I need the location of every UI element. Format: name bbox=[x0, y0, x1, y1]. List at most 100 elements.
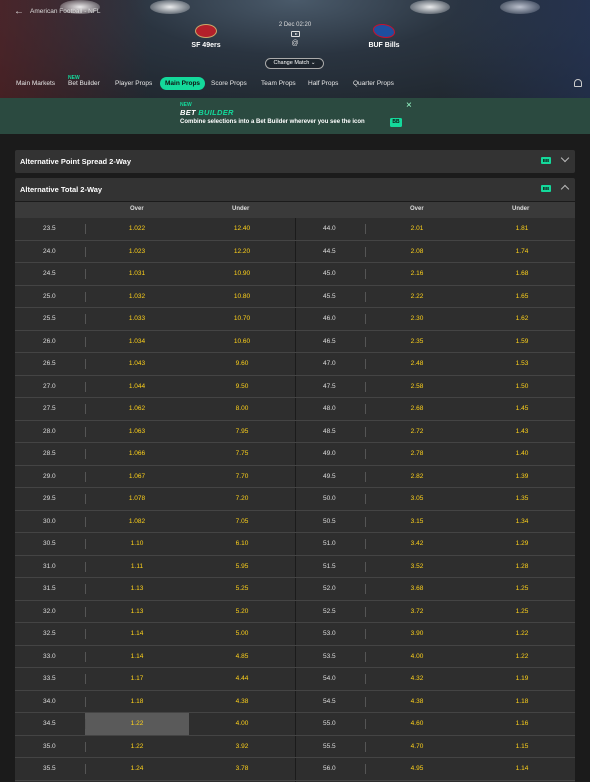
under-odds[interactable]: 1.34 bbox=[515, 517, 529, 525]
over-odds[interactable]: 4.38 bbox=[410, 697, 424, 705]
over-odds[interactable]: 1.066 bbox=[128, 450, 146, 457]
under-odds[interactable]: 5.00 bbox=[235, 630, 249, 637]
under-odds[interactable]: 1.18 bbox=[515, 697, 529, 705]
over-odds[interactable]: 1.034 bbox=[128, 337, 146, 345]
under-odds[interactable]: 1.43 bbox=[515, 427, 529, 435]
under-odds[interactable]: 1.74 bbox=[515, 247, 529, 255]
tab-team-props[interactable]: Team Props bbox=[261, 76, 296, 92]
under-odds[interactable]: 1.25 bbox=[515, 607, 529, 615]
over-odds[interactable]: 2.35 bbox=[410, 337, 424, 345]
under-odds[interactable]: 1.50 bbox=[515, 382, 529, 390]
over-odds[interactable]: 1.033 bbox=[128, 315, 146, 322]
under-odds[interactable]: 4.44 bbox=[235, 675, 249, 682]
over-odds[interactable]: 1.13 bbox=[130, 607, 144, 615]
close-icon[interactable]: × bbox=[406, 100, 412, 111]
under-odds[interactable]: 1.53 bbox=[515, 360, 529, 367]
over-odds[interactable]: 3.42 bbox=[410, 540, 424, 547]
over-odds[interactable]: 4.70 bbox=[410, 742, 424, 750]
over-odds[interactable]: 2.08 bbox=[410, 247, 424, 255]
under-odds[interactable]: 1.45 bbox=[515, 405, 529, 412]
under-odds[interactable]: 1.29 bbox=[515, 540, 529, 547]
tab-half-props[interactable]: Half Props bbox=[308, 76, 338, 92]
over-odds[interactable]: 1.14 bbox=[130, 630, 144, 637]
over-odds[interactable]: 1.22 bbox=[130, 742, 144, 750]
tab-bet-builder[interactable]: NEW Bet Builder bbox=[68, 75, 100, 92]
tab-score-props[interactable]: Score Props bbox=[211, 76, 247, 92]
under-odds[interactable]: 9.50 bbox=[235, 382, 249, 390]
under-odds[interactable]: 1.28 bbox=[515, 562, 529, 570]
over-odds[interactable]: 2.78 bbox=[410, 450, 424, 457]
under-odds[interactable]: 4.00 bbox=[235, 720, 249, 727]
over-odds[interactable]: 1.062 bbox=[128, 405, 146, 412]
over-odds[interactable]: 2.01 bbox=[410, 225, 424, 232]
under-odds[interactable]: 1.81 bbox=[515, 225, 529, 232]
over-odds[interactable]: 3.05 bbox=[410, 495, 424, 502]
over-odds[interactable]: 3.52 bbox=[410, 562, 424, 570]
over-odds[interactable]: 2.22 bbox=[410, 292, 424, 300]
over-odds[interactable]: 2.68 bbox=[410, 405, 424, 412]
over-odds[interactable]: 1.032 bbox=[128, 292, 146, 300]
under-odds[interactable]: 1.65 bbox=[515, 292, 529, 300]
over-odds[interactable]: 2.30 bbox=[410, 315, 424, 322]
under-odds[interactable]: 6.10 bbox=[235, 540, 249, 547]
over-odds[interactable]: 1.031 bbox=[128, 270, 146, 277]
breadcrumb[interactable]: ← American Football - NFL bbox=[14, 6, 100, 17]
over-odds[interactable]: 4.95 bbox=[410, 765, 424, 772]
tab-player-props[interactable]: Player Props bbox=[115, 76, 152, 92]
over-odds[interactable]: 1.067 bbox=[128, 472, 146, 480]
over-odds[interactable]: 3.72 bbox=[410, 607, 424, 615]
under-odds[interactable]: 1.22 bbox=[515, 652, 529, 660]
over-odds[interactable]: 2.82 bbox=[410, 472, 424, 480]
under-odds[interactable]: 1.19 bbox=[515, 675, 529, 682]
under-odds[interactable]: 1.68 bbox=[515, 270, 529, 277]
over-odds[interactable]: 1.022 bbox=[128, 225, 146, 232]
live-stream-icon[interactable] bbox=[290, 31, 300, 37]
over-odds[interactable]: 1.24 bbox=[130, 765, 144, 772]
over-odds[interactable]: 3.15 bbox=[410, 517, 424, 525]
over-odds[interactable]: 2.72 bbox=[410, 427, 424, 435]
under-odds[interactable]: 1.15 bbox=[515, 742, 529, 750]
over-odds[interactable]: 1.023 bbox=[128, 247, 146, 255]
over-odds[interactable]: 3.90 bbox=[410, 630, 424, 637]
under-odds[interactable]: 10.60 bbox=[233, 337, 251, 345]
under-odds[interactable]: 8.00 bbox=[235, 405, 249, 412]
over-odds[interactable]: 3.68 bbox=[410, 585, 424, 592]
over-odds[interactable]: 1.063 bbox=[128, 427, 146, 435]
under-odds[interactable]: 1.62 bbox=[515, 315, 529, 322]
under-odds[interactable]: 3.92 bbox=[235, 742, 249, 750]
under-odds[interactable]: 4.38 bbox=[235, 697, 249, 705]
over-odds[interactable]: 1.10 bbox=[130, 540, 144, 547]
over-odds[interactable]: 1.17 bbox=[130, 675, 144, 682]
under-odds[interactable]: 1.22 bbox=[515, 630, 529, 637]
tab-main-markets[interactable]: Main Markets bbox=[16, 76, 55, 92]
under-odds[interactable]: 10.90 bbox=[233, 270, 251, 277]
under-odds[interactable]: 3.78 bbox=[235, 765, 249, 772]
under-odds[interactable]: 5.25 bbox=[235, 585, 249, 592]
over-odds[interactable]: 1.044 bbox=[128, 382, 146, 390]
under-odds[interactable]: 12.20 bbox=[233, 247, 251, 255]
chevron-down-icon[interactable] bbox=[560, 184, 570, 194]
tab-quarter-props[interactable]: Quarter Props bbox=[353, 76, 394, 92]
over-odds[interactable]: 1.18 bbox=[130, 697, 144, 705]
change-match-button[interactable]: Change Match ⌄ bbox=[265, 58, 324, 69]
under-odds[interactable]: 5.20 bbox=[235, 607, 249, 615]
over-odds[interactable]: 2.48 bbox=[410, 360, 424, 367]
under-odds[interactable]: 7.20 bbox=[235, 495, 249, 502]
under-odds[interactable]: 9.60 bbox=[235, 360, 249, 367]
over-odds[interactable]: 1.11 bbox=[130, 562, 144, 570]
under-odds[interactable]: 1.14 bbox=[515, 765, 529, 772]
under-odds[interactable]: 1.35 bbox=[515, 495, 529, 502]
market-alternative-point-spread[interactable]: Alternative Point Spread 2-Way BB bbox=[15, 150, 575, 173]
under-odds[interactable]: 1.39 bbox=[515, 472, 529, 480]
under-odds[interactable]: 7.75 bbox=[235, 450, 249, 457]
under-odds[interactable]: 4.85 bbox=[235, 652, 249, 660]
chevron-down-icon[interactable] bbox=[560, 153, 570, 163]
over-odds[interactable]: 2.16 bbox=[410, 270, 424, 277]
under-odds[interactable]: 10.80 bbox=[233, 292, 251, 300]
over-odds[interactable]: 2.58 bbox=[410, 382, 424, 390]
over-odds[interactable]: 4.00 bbox=[410, 652, 424, 660]
over-odds[interactable]: 1.13 bbox=[130, 585, 144, 592]
under-odds[interactable]: 10.70 bbox=[233, 315, 251, 322]
over-odds[interactable]: 1.078 bbox=[128, 495, 146, 502]
under-odds[interactable]: 1.25 bbox=[515, 585, 529, 592]
